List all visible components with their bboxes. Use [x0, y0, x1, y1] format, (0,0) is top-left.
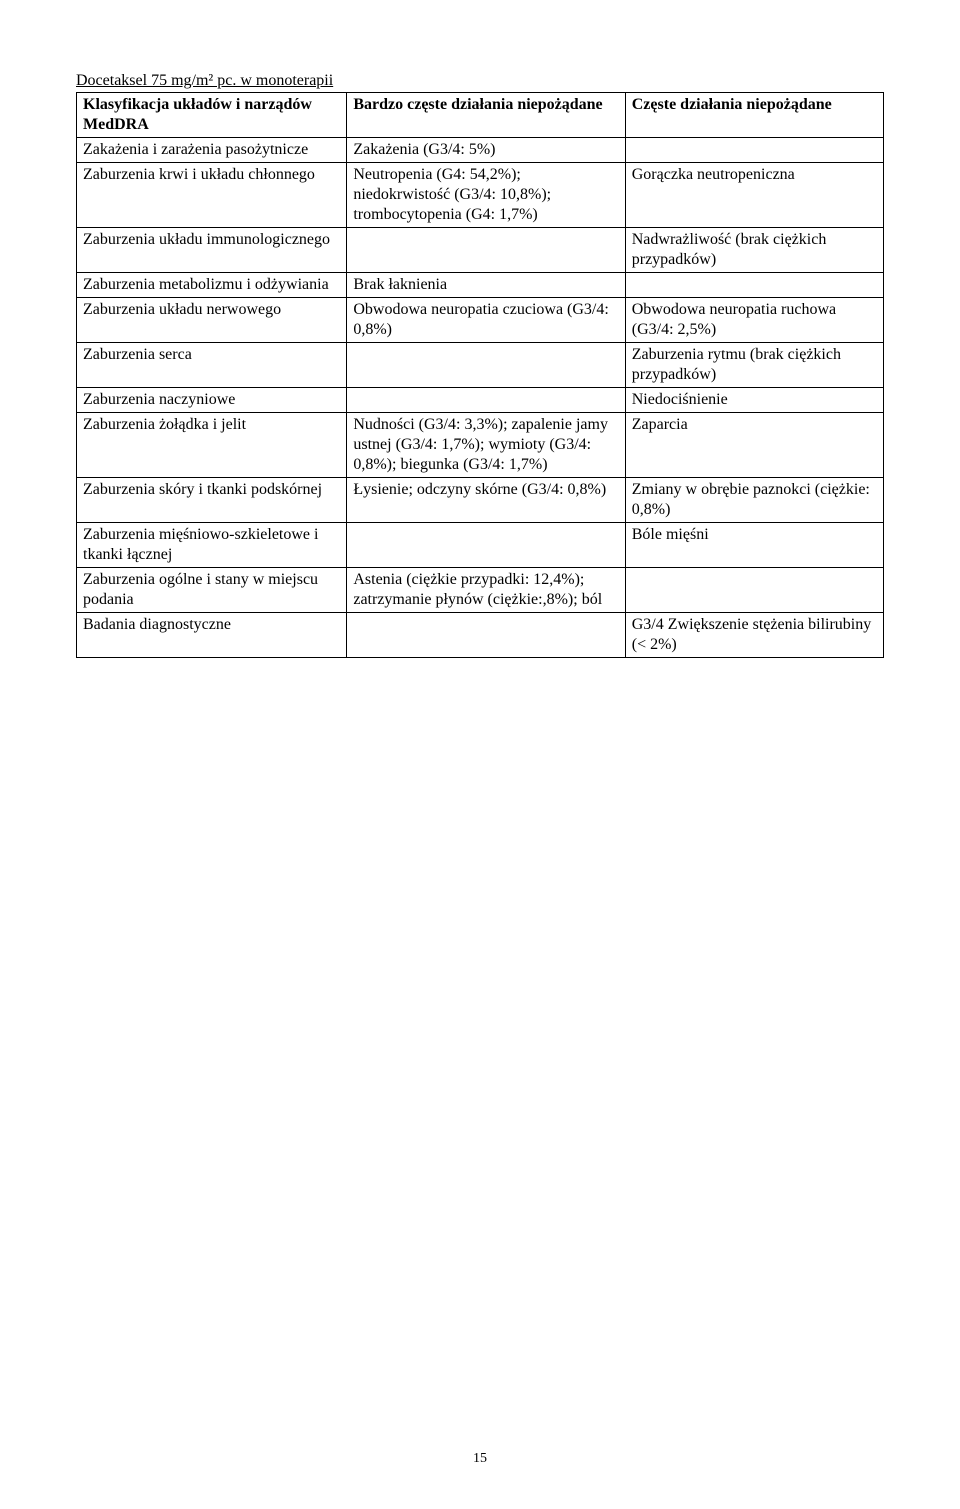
table-cell: Zaburzenia serca [77, 343, 347, 388]
table-row: Zaburzenia żołądka i jelitNudności (G3/4… [77, 413, 884, 478]
table-cell: Neutropenia (G4: 54,2%); niedokrwistość … [347, 163, 625, 228]
table-row: Zaburzenia naczyniowe Niedociśnienie [77, 388, 884, 413]
adverse-effects-table: Klasyfikacja układów i narządów MedDRABa… [76, 92, 884, 658]
table-row: Zaburzenia układu immunologicznego Nadwra… [77, 228, 884, 273]
table-cell: Zaparcia [625, 413, 883, 478]
table-cell: Obwodowa neuropatia czuciowa (G3/4: 0,8%… [347, 298, 625, 343]
table-cell: Zaburzenia ogólne i stany w miejscu poda… [77, 568, 347, 613]
table-cell: Badania diagnostyczne [77, 613, 347, 658]
table-header-cell: Częste działania niepożądane [625, 93, 883, 138]
table-row: Zaburzenia skóry i tkanki podskórnejŁysi… [77, 478, 884, 523]
table-row: Zaburzenia mięśniowo-szkieletowe i tkank… [77, 523, 884, 568]
table-cell: Nadwrażliwość (brak ciężkich przypadków) [625, 228, 883, 273]
table-cell: Zakażenia (G3/4: 5%) [347, 138, 625, 163]
table-cell: Zaburzenia metabolizmu i odżywiania [77, 273, 347, 298]
table-row: Zakażenia i zarażenia pasożytniczeZakaże… [77, 138, 884, 163]
table-cell: Łysienie; odczyny skórne (G3/4: 0,8%) [347, 478, 625, 523]
table-header-cell: Bardzo częste działania niepożądane [347, 93, 625, 138]
table-cell: Zaburzenia naczyniowe [77, 388, 347, 413]
table-cell: Zaburzenia rytmu (brak ciężkich przypadk… [625, 343, 883, 388]
table-cell: Zaburzenia układu nerwowego [77, 298, 347, 343]
table-cell [347, 388, 625, 413]
document-title: Docetaksel 75 mg/m² pc. w monoterapii [76, 72, 884, 90]
table-cell: Zaburzenia układu immunologicznego [77, 228, 347, 273]
table-row: Zaburzenia krwi i układu chłonnegoNeutro… [77, 163, 884, 228]
table-cell: Gorączka neutropeniczna [625, 163, 883, 228]
table-cell: Obwodowa neuropatia ruchowa (G3/4: 2,5%) [625, 298, 883, 343]
table-cell [347, 228, 625, 273]
table-cell: Bóle mięśni [625, 523, 883, 568]
table-row: Zaburzenia ogólne i stany w miejscu poda… [77, 568, 884, 613]
table-cell: Zaburzenia mięśniowo-szkieletowe i tkank… [77, 523, 347, 568]
table-cell [347, 613, 625, 658]
table-cell [625, 138, 883, 163]
table-cell [347, 343, 625, 388]
table-cell: Nudności (G3/4: 3,3%); zapalenie jamy us… [347, 413, 625, 478]
table-header-cell: Klasyfikacja układów i narządów MedDRA [77, 93, 347, 138]
table-cell: Zaburzenia skóry i tkanki podskórnej [77, 478, 347, 523]
table-cell: Zmiany w obrębie paznokci (ciężkie: 0,8%… [625, 478, 883, 523]
table-cell: Niedociśnienie [625, 388, 883, 413]
table-cell: Zaburzenia krwi i układu chłonnego [77, 163, 347, 228]
table-cell: Brak łaknienia [347, 273, 625, 298]
table-cell [625, 273, 883, 298]
table-cell [347, 523, 625, 568]
table-cell: Astenia (ciężkie przypadki: 12,4%); zatr… [347, 568, 625, 613]
table-row: Zaburzenia serca Zaburzenia rytmu (brak c… [77, 343, 884, 388]
table-cell: Zakażenia i zarażenia pasożytnicze [77, 138, 347, 163]
page-number: 15 [0, 1451, 960, 1467]
table-cell [625, 568, 883, 613]
table-row: Badania diagnostyczne G3/4 Zwiększenie st… [77, 613, 884, 658]
table-row: Zaburzenia metabolizmu i odżywianiaBrak … [77, 273, 884, 298]
table-cell: G3/4 Zwiększenie stężenia bilirubiny (< … [625, 613, 883, 658]
table-row: Zaburzenia układu nerwowegoObwodowa neur… [77, 298, 884, 343]
table-cell: Zaburzenia żołądka i jelit [77, 413, 347, 478]
